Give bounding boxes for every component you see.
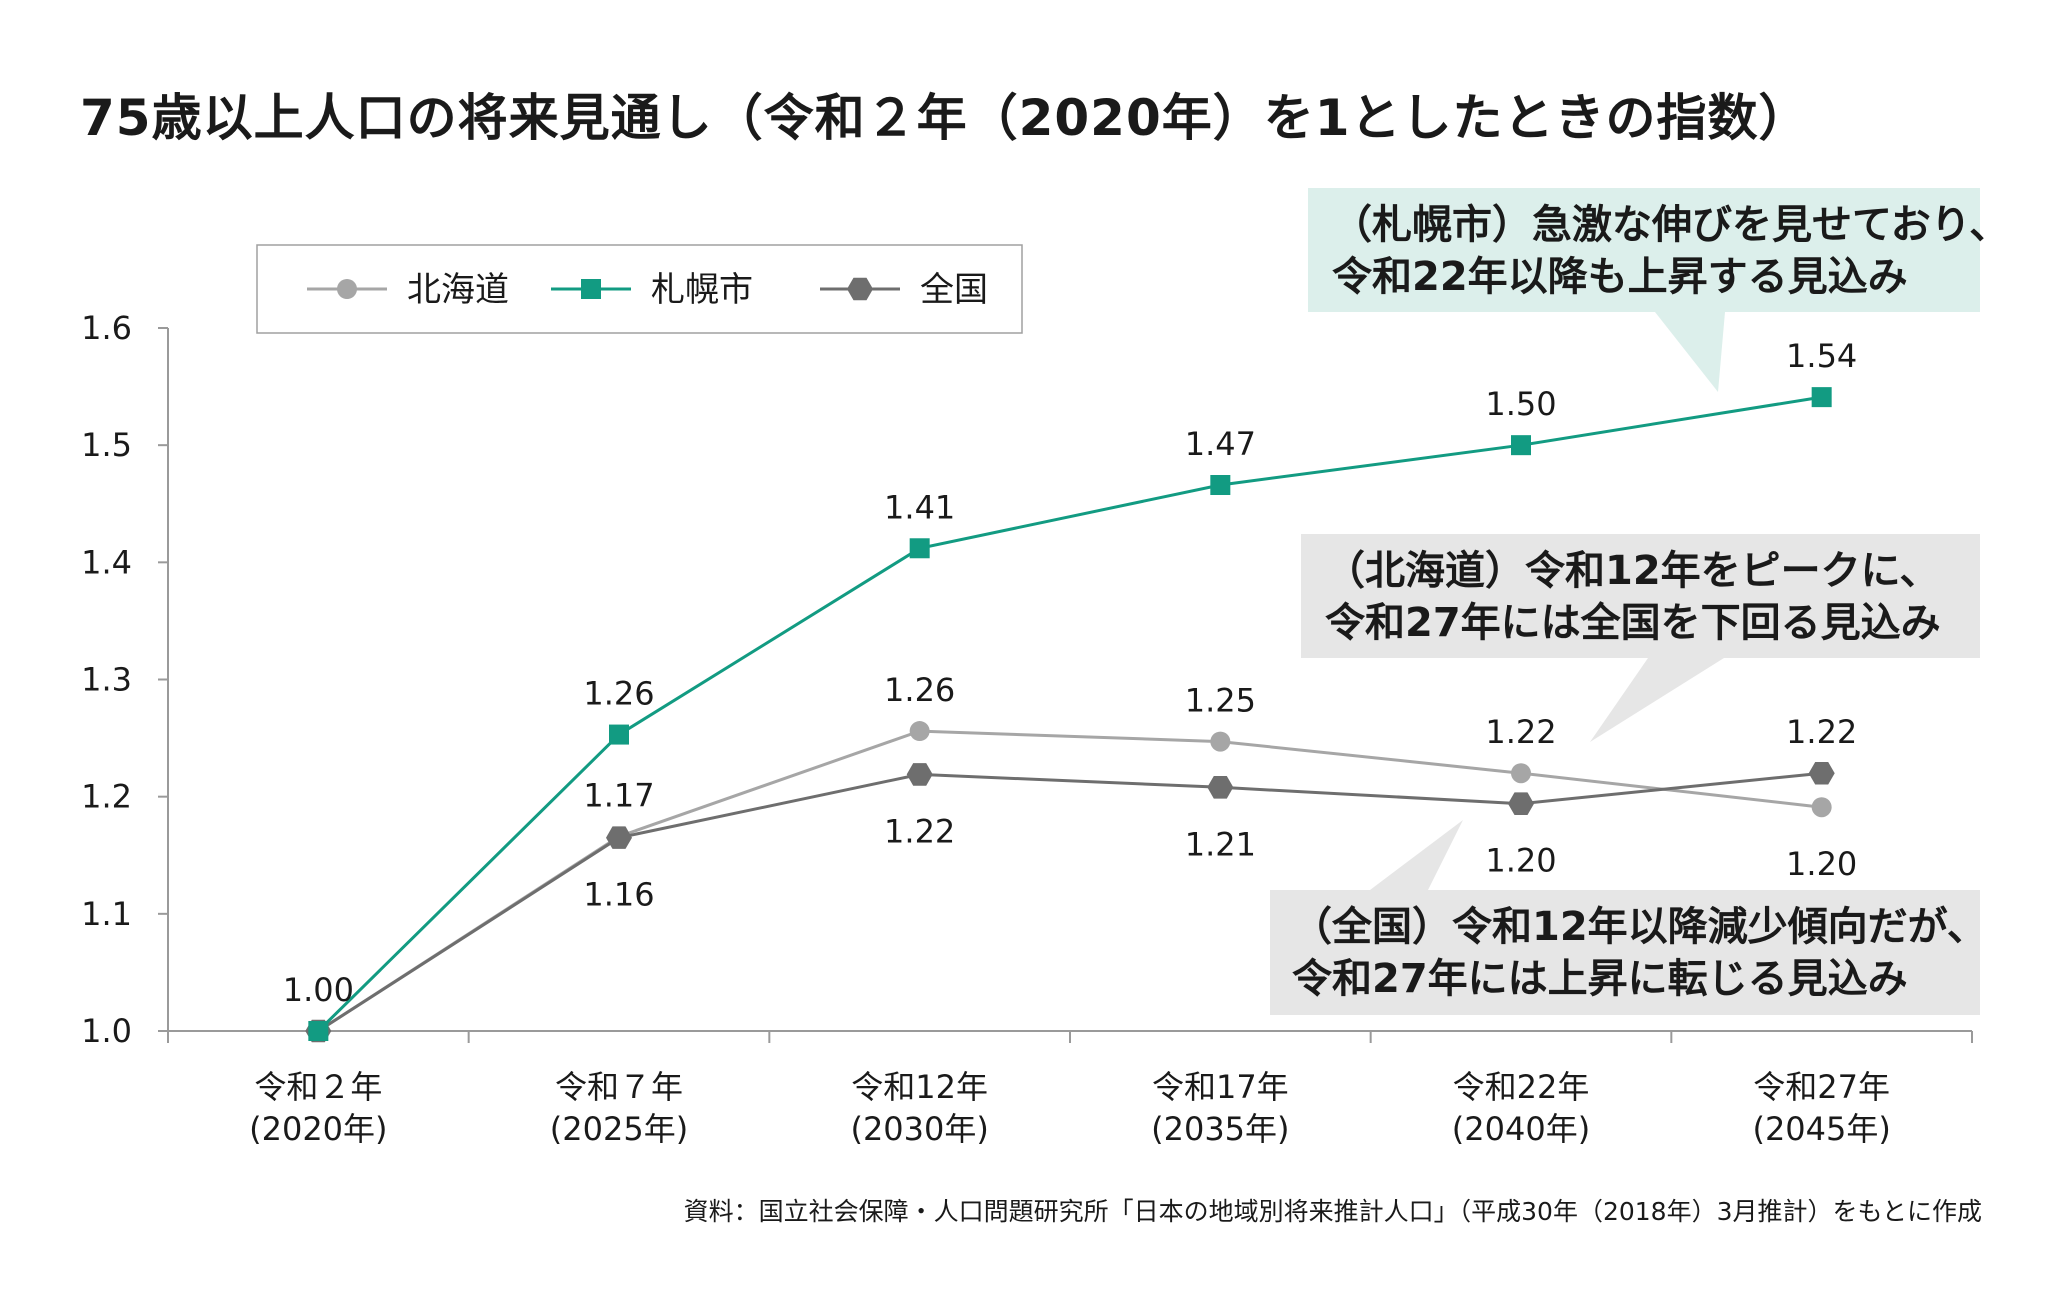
data-label-札幌市: 1.50 xyxy=(1485,385,1556,423)
callout-text: （全国）令和12年以降減少傾向だが、令和27年には上昇に転じる見込み xyxy=(1292,904,1987,1002)
data-label-札幌市: 1.47 xyxy=(1185,425,1256,463)
data-label-北海道: 1.22 xyxy=(1485,713,1556,751)
data-point-全国 xyxy=(606,826,632,849)
x-tick-label: 令和27年(2045年) xyxy=(1752,1068,1890,1148)
data-label-札幌市: 1.00 xyxy=(283,971,354,1009)
x-tick-label: 令和２年(2020年) xyxy=(249,1068,387,1148)
data-point-札幌市 xyxy=(308,1021,329,1041)
callout-text: （札幌市）急激な伸びを見せており、令和22年以降も上昇する見込み xyxy=(1332,202,2009,300)
legend-label-札幌市: 札幌市 xyxy=(651,270,753,310)
data-point-北海道 xyxy=(1811,797,1832,818)
callout-pointer xyxy=(1370,820,1463,890)
data-point-北海道 xyxy=(909,721,930,742)
y-tick-label: 1.4 xyxy=(81,543,132,581)
y-tick-label: 1.5 xyxy=(81,426,132,464)
annotation-callout: （札幌市）急激な伸びを見せており、令和22年以降も上昇する見込み xyxy=(1308,188,2009,392)
y-tick-label: 1.1 xyxy=(81,895,132,933)
annotation-callout: （北海道）令和12年をピークに、令和27年には全国を下回る見込み xyxy=(1301,534,1980,742)
data-label-北海道: 1.17 xyxy=(583,777,654,815)
data-label-札幌市: 1.41 xyxy=(884,488,955,526)
data-point-札幌市 xyxy=(1210,475,1231,496)
callout-pointer xyxy=(1590,658,1724,742)
data-label-北海道: 1.26 xyxy=(884,671,955,709)
callout-box xyxy=(1301,534,1980,658)
x-tick-label: 令和12年(2030年) xyxy=(850,1068,988,1148)
legend-label-全国: 全国 xyxy=(920,270,988,310)
y-tick-label: 1.0 xyxy=(81,1012,132,1050)
data-point-全国 xyxy=(1808,762,1835,785)
data-point-札幌市 xyxy=(909,538,930,559)
data-point-札幌市 xyxy=(1511,435,1531,456)
series-line-全国 xyxy=(317,771,1822,1033)
y-tick-label: 1.6 xyxy=(81,309,132,347)
data-label-札幌市: 1.26 xyxy=(583,675,654,713)
callout-box xyxy=(1308,188,1980,312)
data-point-北海道 xyxy=(1210,731,1231,752)
data-label-北海道: 1.25 xyxy=(1185,682,1256,720)
legend-marker-全国 xyxy=(847,277,873,301)
chart-title: 75歳以上人口の将来見通し（令和２年（2020年）を1としたときの指数） xyxy=(80,89,1810,147)
callout-pointer xyxy=(1655,312,1725,392)
data-label-全国: 1.22 xyxy=(1786,713,1857,751)
data-point-全国 xyxy=(906,763,933,786)
legend-label-北海道: 北海道 xyxy=(407,270,509,310)
data-point-全国 xyxy=(1508,792,1534,815)
annotation-callout: （全国）令和12年以降減少傾向だが、令和27年には上昇に転じる見込み xyxy=(1270,820,1987,1015)
callout-text: （北海道）令和12年をピークに、令和27年には全国を下回る見込み xyxy=(1325,548,1941,646)
data-point-全国 xyxy=(1207,776,1234,799)
y-tick-label: 1.2 xyxy=(81,778,132,816)
y-tick-label: 1.3 xyxy=(81,661,132,699)
data-point-北海道 xyxy=(1511,763,1531,784)
source-note: 資料：国立社会保障・人口問題研究所「日本の地域別将来推計人口」（平成30年（20… xyxy=(683,1197,1982,1226)
data-label-札幌市: 1.54 xyxy=(1786,337,1857,375)
data-label-北海道: 1.20 xyxy=(1786,845,1857,883)
data-point-札幌市 xyxy=(609,724,629,745)
legend-marker-札幌市 xyxy=(581,279,601,299)
x-tick-label: 令和７年(2025年) xyxy=(550,1068,688,1148)
x-tick-label: 令和17年(2035年) xyxy=(1151,1068,1289,1148)
data-label-全国: 1.22 xyxy=(884,812,955,850)
x-tick-label: 令和22年(2040年) xyxy=(1452,1068,1590,1148)
data-label-全国: 1.20 xyxy=(1485,842,1556,880)
callout-box xyxy=(1270,890,1980,1015)
data-label-全国: 1.16 xyxy=(583,876,654,914)
series-line-札幌市 xyxy=(317,395,1822,1033)
legend-marker-北海道 xyxy=(337,279,357,299)
data-label-全国: 1.21 xyxy=(1185,825,1256,863)
data-point-札幌市 xyxy=(1811,387,1832,408)
